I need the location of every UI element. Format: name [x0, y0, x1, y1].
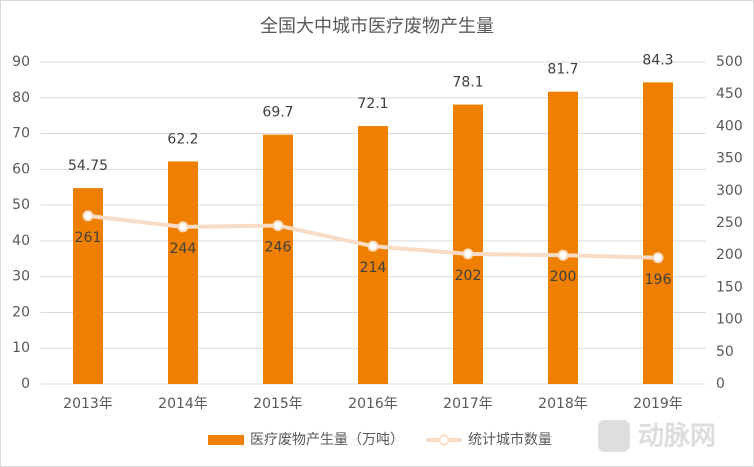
line-value-label: 261 — [75, 230, 102, 246]
line-point — [652, 252, 664, 264]
legend-label: 统计城市数量 — [468, 431, 552, 448]
y2-tick-label: 100 — [716, 312, 743, 328]
y2-tick-label: 200 — [716, 247, 743, 263]
y2-tick-label: 0 — [716, 376, 725, 392]
bar — [168, 161, 198, 384]
line-value-label: 196 — [645, 272, 672, 288]
line-point — [462, 248, 474, 260]
y2-tick-label: 250 — [716, 215, 743, 231]
y2-tick-label: 400 — [716, 118, 743, 134]
watermark-logo — [598, 420, 630, 452]
y2-tick-label: 50 — [716, 344, 734, 360]
x-tick-label: 2019年 — [633, 396, 683, 412]
legend-swatch — [208, 435, 244, 445]
watermark-text: 动脉网 — [638, 422, 716, 452]
x-tick-label: 2016年 — [348, 396, 398, 412]
bar-value-label: 62.2 — [167, 131, 198, 147]
x-tick-label: 2015年 — [253, 396, 303, 412]
y-tick-label: 60 — [12, 161, 30, 177]
bar — [358, 126, 388, 384]
legend-marker — [438, 434, 450, 446]
y2-tick-label: 150 — [716, 279, 743, 295]
y-tick-label: 30 — [12, 269, 30, 285]
y2-tick-label: 350 — [716, 151, 743, 167]
line-point — [272, 220, 284, 232]
line-value-label: 200 — [550, 269, 577, 285]
y2-tick-label: 450 — [716, 86, 743, 102]
line-point — [367, 240, 379, 252]
line-value-label: 214 — [360, 260, 387, 276]
watermark: 动脉网 — [598, 420, 716, 452]
line-value-label: 246 — [265, 240, 292, 256]
line-point — [557, 249, 569, 261]
x-tick-label: 2017年 — [443, 396, 493, 412]
line-value-label: 244 — [170, 241, 197, 257]
bar — [453, 104, 483, 384]
line-value-label: 202 — [455, 268, 482, 284]
bar — [548, 91, 578, 384]
y-tick-label: 90 — [12, 54, 30, 70]
y-tick-label: 50 — [12, 197, 30, 213]
bar-value-label: 72.1 — [357, 96, 388, 112]
line-point — [177, 221, 189, 233]
y-tick-label: 10 — [12, 340, 30, 356]
y-tick-label: 70 — [12, 126, 30, 142]
y-tick-label: 20 — [12, 304, 30, 320]
x-tick-label: 2018年 — [538, 396, 588, 412]
y-tick-label: 80 — [12, 90, 30, 106]
x-tick-label: 2013年 — [63, 396, 113, 412]
line-point — [82, 210, 94, 222]
bar-value-label: 54.75 — [68, 158, 108, 174]
y2-tick-label: 500 — [716, 54, 743, 70]
y2-tick-label: 300 — [716, 183, 743, 199]
x-tick-label: 2014年 — [158, 396, 208, 412]
bar-value-label: 81.7 — [547, 62, 578, 78]
y-tick-label: 0 — [21, 376, 30, 392]
y-tick-label: 40 — [12, 233, 30, 249]
bar-value-label: 84.3 — [642, 52, 673, 68]
chart-title: 全国大中城市医疗废物产生量 — [260, 16, 494, 37]
legend-label: 医疗废物产生量（万吨） — [250, 432, 404, 448]
bar-value-label: 69.7 — [262, 105, 293, 121]
bar — [643, 82, 673, 384]
bar — [263, 134, 293, 384]
bar-value-label: 78.1 — [452, 75, 483, 91]
